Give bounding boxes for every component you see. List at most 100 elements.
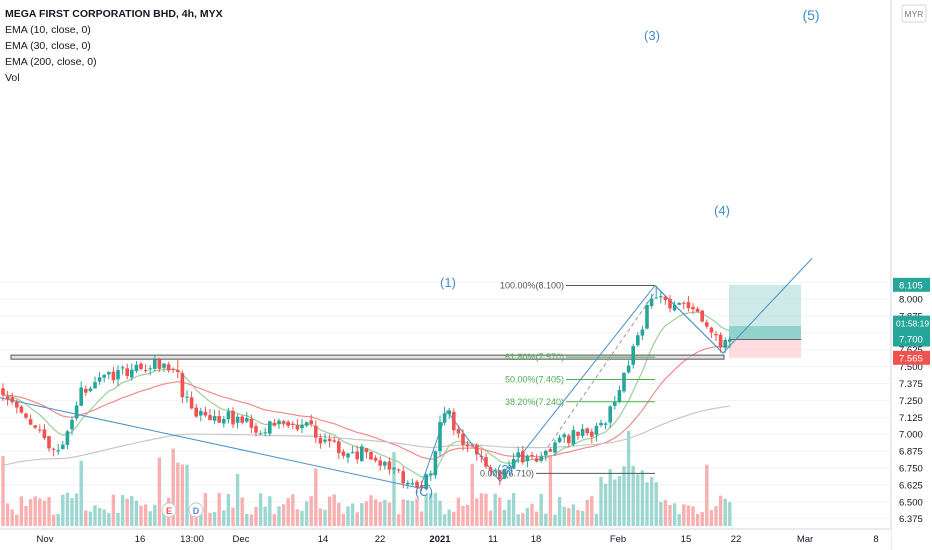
volume-bar [355,512,359,526]
price-tick-label: 6.750 [899,464,923,475]
candle-body [429,473,433,476]
candle-body [5,396,10,399]
volume-bar [364,501,369,526]
candle-body [544,450,548,456]
volume-bar [392,452,396,526]
volume-bar [337,502,341,526]
volume-bar [686,505,691,526]
price-tick-label: 7.250 [899,396,923,407]
price-tick-label: 7.625 [899,345,923,356]
candle-body [323,439,327,442]
candle-body [640,329,645,336]
volume-bar [410,501,415,526]
candle-body [245,418,249,422]
volume-bar [571,504,576,526]
candle-body [38,429,42,431]
target-price-label: 8.105 [899,280,923,291]
volume-bar [47,496,51,526]
indicator-ema10[interactable]: EMA (10, close, 0) [5,24,91,36]
volume-bar [102,509,106,526]
candle-body [268,421,272,434]
candle-body [185,396,189,398]
volume-bar [530,503,534,526]
time-tick-label: 13:00 [180,534,204,545]
volume-bar [272,514,277,526]
candle-body [346,453,350,458]
candle-body [456,429,461,434]
time-tick-label: Mar [797,534,813,545]
event-marker[interactable] [161,502,177,518]
candle-body [226,411,231,420]
candle-body [718,334,723,348]
volume-bar [15,514,19,526]
volume-bar [521,513,525,526]
price-tick-label: 8.000 [899,295,923,306]
candle-body [507,467,511,469]
volume-bar [452,511,456,526]
wave-label: (1) [440,275,456,290]
volume-bar [465,504,470,526]
event-marker-label: D [193,506,200,516]
candle-body [42,429,47,439]
candle-body [70,419,74,430]
candle-body [304,422,309,426]
support-zone[interactable] [10,354,725,360]
candle-series [1,285,732,493]
volume-bar [700,512,704,526]
target-price-label-bg [893,277,930,292]
candle-body [479,455,484,458]
candle-body [74,405,79,419]
volume-bar [663,500,668,526]
candle-body [28,419,33,425]
currency-button[interactable] [901,4,927,23]
target-zone[interactable] [729,284,801,340]
price-tick-label: 6.500 [899,497,923,508]
indicator-volume[interactable]: Vol [5,72,20,84]
volume-bar [304,501,309,526]
candle-body [355,451,359,460]
indicator-ema30[interactable]: EMA (30, close, 0) [5,40,91,52]
candle-body [143,370,148,372]
price-tick-label: 7.375 [899,379,923,390]
candle-body [553,442,557,453]
volume-bar [429,493,433,526]
candle-body [488,467,493,471]
time-tick-label: Dec [233,534,250,545]
volume-bar [42,500,47,526]
candle-body [626,365,631,373]
candle-body [668,298,672,309]
candle-body [424,474,428,490]
trend-line-down[interactable] [0,397,421,489]
grid [0,281,890,520]
candle-body [410,483,415,485]
volume-bar [139,505,143,526]
candle-body [263,432,267,434]
volume-bar [258,493,263,526]
time-axis-bg [0,529,891,550]
volume-bar [622,466,626,526]
stop-zone[interactable] [729,339,801,358]
candle-body [93,382,97,389]
volume-bar [38,498,42,526]
candle-body [723,339,727,348]
candle-body [677,303,681,305]
candle-body [61,444,65,449]
event-marker[interactable] [188,502,204,518]
candle-body [24,413,28,418]
indicator-ema200[interactable]: EMA (200, close, 0) [5,56,97,68]
candle-body [663,296,668,300]
symbol-title[interactable]: MEGA FIRST CORPORATION BHD, 4h, MYX [5,8,223,20]
candle-body [599,422,603,426]
candle-body [461,433,465,445]
candle-body [714,333,718,336]
candle-body [378,460,382,466]
volume-bar [488,510,493,526]
candle-body [567,435,571,444]
time-tick-label: 2021 [429,534,451,545]
volume-bar [378,502,382,526]
volume-bar [295,509,300,526]
elliott-wave[interactable] [419,258,813,489]
candle-body [562,434,566,438]
